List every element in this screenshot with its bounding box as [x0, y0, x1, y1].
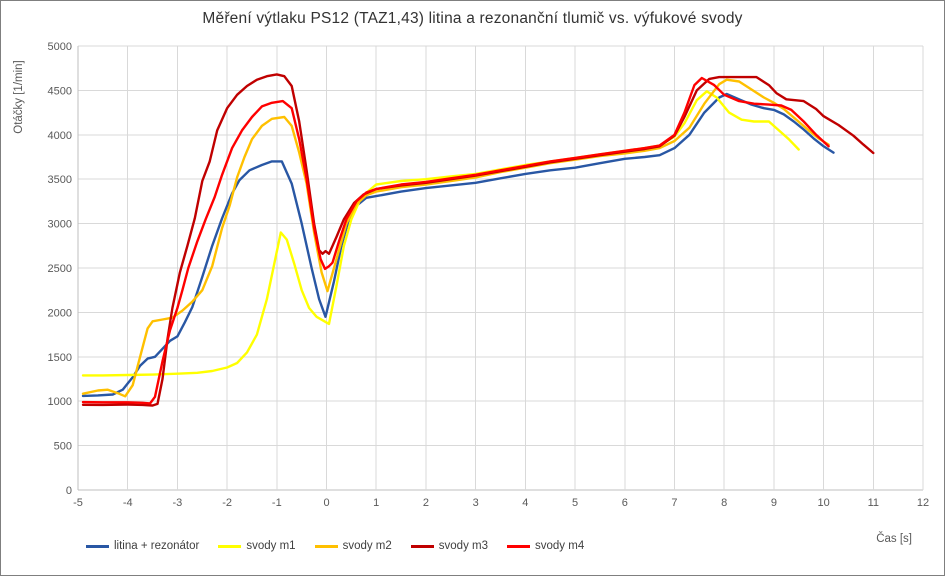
legend-item-svody-m1: svody m1 [218, 540, 296, 552]
legend-item-svody-m3: svody m3 [410, 540, 488, 552]
y-tick-label: 2000 [48, 307, 72, 319]
legend-swatch [314, 544, 338, 548]
series-line-svody-m1 [81, 90, 800, 377]
x-tick-label: -4 [123, 497, 133, 509]
x-tick-label: 0 [323, 497, 329, 509]
y-tick-label: 0 [66, 485, 72, 497]
legend-swatch [218, 544, 242, 548]
legend-item-svody-m4: svody m4 [507, 540, 584, 552]
x-tick-label: -3 [173, 497, 183, 509]
legend-label: litina + rezonátor [114, 540, 200, 552]
y-tick-label: 2500 [48, 263, 72, 275]
legend-item-litina-rezon-tor: litina + rezonátor [86, 540, 199, 552]
y-tick-label: 4500 [48, 85, 72, 97]
x-tick-label: 9 [771, 497, 777, 509]
chart-title: Měření výtlaku PS12 (TAZ1,43) litina a r… [202, 10, 743, 27]
x-tick-label: -1 [272, 497, 282, 509]
series-line-svody-m4 [81, 76, 830, 405]
x-tick-label: 7 [671, 497, 677, 509]
y-tick-label: 500 [54, 441, 72, 453]
x-tick-label: -2 [222, 497, 232, 509]
y-tick-label: 4000 [48, 130, 72, 142]
legend-label: svody m2 [342, 540, 392, 552]
y-tick-label: 1000 [48, 396, 72, 408]
series-line-svody-m2 [81, 78, 830, 398]
x-tick-label: 1 [373, 497, 379, 509]
legend: litina + rezonátor svody m1 svody m2 svody … [86, 540, 584, 552]
x-tick-label: 11 [868, 497, 879, 509]
legend-label: svody m3 [438, 540, 488, 552]
x-tick-label: 5 [572, 497, 578, 509]
x-tick-label: 2 [423, 497, 429, 509]
y-tick-label: 3000 [48, 219, 72, 231]
x-tick-label: 3 [473, 497, 479, 509]
legend-swatch [507, 544, 530, 548]
x-tick-label: 4 [522, 497, 528, 509]
x-tick-label: 8 [721, 497, 727, 509]
legend-label: svody m1 [246, 540, 296, 552]
x-tick-label: -5 [73, 497, 83, 509]
series-line-svody-m3 [81, 73, 875, 407]
x-tick-label: 10 [817, 497, 829, 509]
legend-swatch [410, 544, 434, 548]
y-tick-label: 1500 [48, 352, 72, 364]
y-tick-label: 3500 [48, 174, 72, 186]
legend-label: svody m4 [535, 540, 585, 552]
x-tick-label: 6 [622, 497, 628, 509]
y-tick-label: 5000 [48, 41, 72, 53]
x-tick-label: 12 [917, 497, 929, 509]
legend-item-svody-m2: svody m2 [314, 540, 392, 552]
x-axis-title: Čas [s] [876, 533, 912, 545]
legend-swatch [86, 544, 109, 548]
